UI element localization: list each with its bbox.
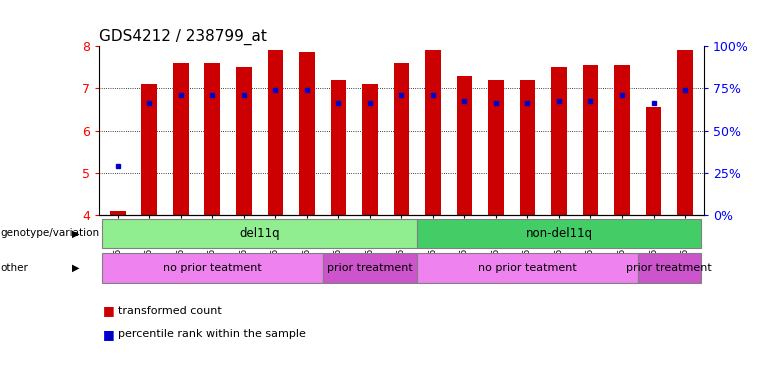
Bar [268, 50, 283, 215]
Bar [677, 50, 693, 215]
Bar [236, 67, 252, 215]
Text: ▶: ▶ [72, 263, 80, 273]
Text: GDS4212 / 238799_at: GDS4212 / 238799_at [99, 28, 267, 45]
Bar [520, 80, 535, 215]
Bar [488, 80, 504, 215]
Text: ■: ■ [103, 328, 114, 341]
Text: ▶: ▶ [72, 228, 80, 238]
Bar [323, 253, 417, 283]
Bar [417, 253, 638, 283]
Bar [614, 65, 630, 215]
Text: transformed count: transformed count [118, 306, 221, 316]
Text: del11q: del11q [239, 227, 280, 240]
Bar [393, 63, 409, 215]
Bar [142, 84, 158, 215]
Bar [110, 211, 126, 215]
Bar [362, 84, 377, 215]
Text: ■: ■ [103, 305, 114, 318]
Bar [425, 50, 441, 215]
Text: no prior teatment: no prior teatment [163, 263, 262, 273]
Text: percentile rank within the sample: percentile rank within the sample [118, 329, 306, 339]
Text: prior treatment: prior treatment [626, 263, 712, 273]
Text: prior treatment: prior treatment [327, 263, 412, 273]
Bar [645, 107, 661, 215]
Text: no prior teatment: no prior teatment [478, 263, 577, 273]
Bar [417, 218, 701, 248]
Bar [102, 218, 417, 248]
Bar [205, 63, 220, 215]
Bar [173, 63, 189, 215]
Bar [457, 76, 473, 215]
Bar [330, 80, 346, 215]
Bar [638, 253, 701, 283]
Text: non-del11q: non-del11q [525, 227, 593, 240]
Bar [299, 53, 315, 215]
Text: genotype/variation: genotype/variation [1, 228, 100, 238]
Bar [551, 67, 567, 215]
Bar [583, 65, 598, 215]
Bar [102, 253, 323, 283]
Text: other: other [1, 263, 29, 273]
